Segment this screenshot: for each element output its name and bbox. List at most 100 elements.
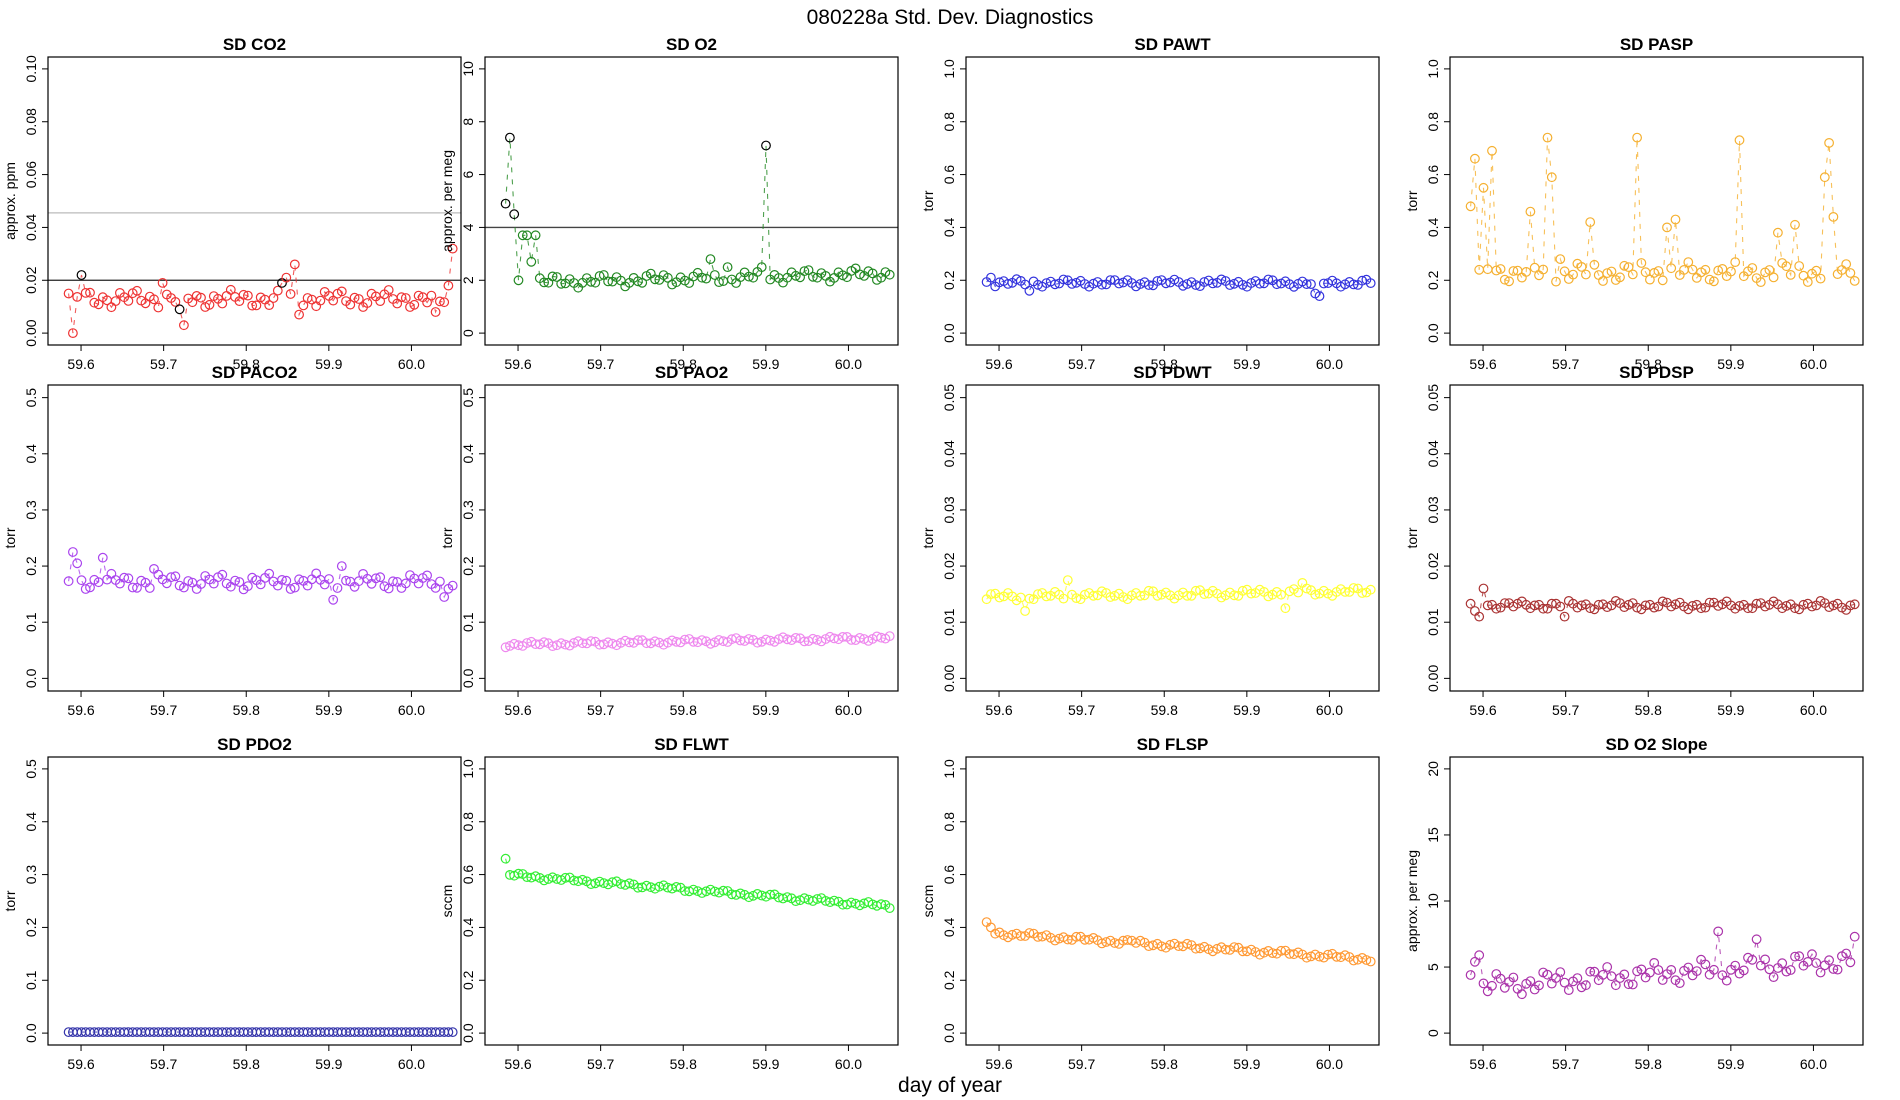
data-point: [986, 589, 996, 599]
y-tick-label: 0.2: [460, 556, 476, 576]
data-point: [650, 274, 660, 285]
x-tick-label: 59.8: [670, 356, 697, 372]
data-point: [1644, 274, 1655, 285]
data-point: [790, 896, 801, 906]
data-point: [1216, 274, 1227, 285]
x-tick-label: 59.9: [315, 702, 342, 718]
y-tick-label: 6: [460, 170, 476, 178]
data-point: [1764, 265, 1775, 275]
data-point: [1751, 934, 1762, 945]
y-axis-label: torr: [439, 527, 455, 548]
data-point: [439, 592, 450, 602]
x-tick-label: 59.8: [233, 1056, 260, 1072]
chart-title: SD PAO2: [655, 363, 728, 382]
data-point: [166, 572, 177, 583]
data-point: [1534, 980, 1544, 991]
data-point: [1807, 949, 1817, 960]
y-tick-label: 2: [460, 276, 476, 284]
data-point: [1465, 598, 1476, 609]
data-point: [1790, 219, 1800, 230]
data-point: [1301, 952, 1312, 963]
data-point: [435, 296, 445, 307]
data-point: [1306, 279, 1316, 290]
data-point: [1062, 575, 1073, 585]
data-point: [714, 277, 724, 288]
data-point: [799, 636, 810, 647]
data-point: [204, 299, 215, 310]
y-tick-label: 0.1: [460, 612, 476, 632]
data-point: [1058, 593, 1069, 604]
data-point: [854, 900, 865, 911]
x-tick-label: 59.8: [1635, 702, 1662, 718]
data-point: [447, 580, 458, 591]
data-point: [1361, 955, 1372, 965]
data-point: [336, 561, 347, 571]
y-axis-label: torr: [1404, 190, 1420, 211]
chart-panel-6: SD PAO2 torr 0.0 0.1 0.2 0.3 0.4 0.5 59.6 59.7 59.…: [439, 363, 899, 718]
x-tick-label: 59.8: [1635, 356, 1662, 372]
data-point: [140, 298, 151, 309]
data-point: [633, 276, 643, 287]
x-tick-label: 60.0: [1800, 1056, 1827, 1072]
data-point: [264, 300, 275, 311]
y-tick-label: 0.3: [23, 865, 39, 885]
data-point: [1516, 272, 1527, 283]
data-point: [324, 574, 334, 584]
data-point: [1811, 265, 1822, 276]
data-point: [1636, 258, 1647, 268]
y-tick-label: 0.0: [1425, 323, 1441, 343]
data-point: [238, 289, 249, 300]
x-tick-label: 59.9: [315, 1056, 342, 1072]
x-tick-label: 59.9: [752, 356, 779, 372]
y-tick-label: 1.0: [460, 759, 476, 779]
data-point: [383, 285, 394, 295]
data-point: [1623, 979, 1634, 990]
data-point: [221, 291, 232, 301]
x-tick-label: 60.0: [1316, 356, 1343, 372]
data-point: [447, 243, 458, 254]
plot-frame: [484, 56, 899, 346]
plot-frame: [1449, 384, 1864, 692]
data-point: [1348, 279, 1359, 290]
x-tick-label: 59.9: [1233, 702, 1260, 718]
y-tick-label: 0.5: [23, 388, 39, 408]
x-tick-label: 59.7: [150, 356, 177, 372]
data-point: [1105, 592, 1116, 602]
data-point: [1738, 965, 1749, 976]
data-point: [281, 575, 292, 586]
data-point: [311, 568, 322, 579]
x-tick-label: 59.8: [233, 356, 260, 372]
x-tick-label: 59.7: [150, 1056, 177, 1072]
data-point: [285, 584, 296, 594]
data-point: [1615, 272, 1625, 283]
data-point: [790, 633, 801, 643]
data-point: [1576, 600, 1587, 611]
x-tick-label: 59.9: [1717, 1056, 1744, 1072]
x-tick-label: 59.6: [67, 356, 94, 372]
data-point: [1348, 583, 1359, 593]
y-tick-label: 0.6: [460, 865, 476, 885]
data-point: [1623, 262, 1634, 273]
data-point: [1088, 590, 1099, 601]
data-point: [1619, 260, 1630, 271]
data-point: [1632, 132, 1642, 143]
data-point: [1465, 201, 1476, 212]
data-point: [697, 888, 707, 898]
y-tick-label: 0.0: [460, 668, 476, 688]
y-tick-label: 0.5: [460, 388, 476, 408]
y-tick-label: 0.03: [1425, 496, 1441, 523]
data-point: [1713, 926, 1724, 937]
chart-panel-1: SD CO2 approx. ppm 0.00 0.02 0.04 0.06 0.08 0.1…: [2, 35, 462, 372]
data-point: [594, 876, 605, 887]
data-point: [1482, 986, 1493, 997]
data-point: [1704, 274, 1715, 285]
y-tick-label: 0.04: [1425, 440, 1441, 467]
data-point: [1041, 591, 1052, 602]
data-point: [247, 300, 258, 311]
data-point: [744, 892, 754, 903]
data-point: [1662, 222, 1672, 233]
y-tick-label: 8: [460, 118, 476, 126]
data-point: [633, 635, 643, 646]
data-point: [439, 297, 450, 308]
data-point: [1653, 965, 1664, 975]
